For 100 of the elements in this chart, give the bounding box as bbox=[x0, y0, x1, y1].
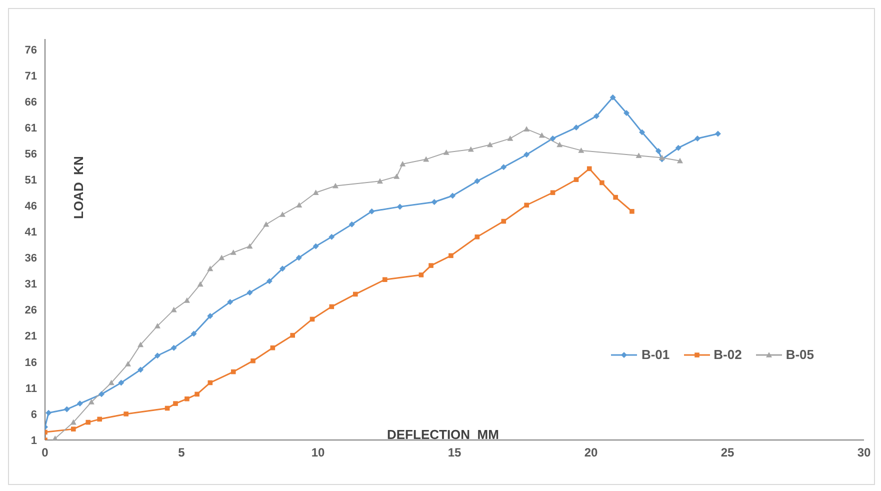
point bbox=[400, 160, 406, 166]
y-tick-label: 31 bbox=[24, 278, 37, 291]
point bbox=[70, 419, 76, 425]
point bbox=[170, 344, 177, 351]
point bbox=[486, 142, 493, 148]
legend-label: B-01 bbox=[640, 347, 670, 362]
point bbox=[623, 110, 630, 116]
point bbox=[230, 250, 236, 255]
point bbox=[290, 332, 296, 338]
x-tick-label: 25 bbox=[720, 446, 734, 460]
point bbox=[266, 278, 272, 284]
y-tick-label: 71 bbox=[24, 70, 37, 82]
point bbox=[332, 182, 338, 188]
point bbox=[227, 298, 234, 305]
point bbox=[207, 313, 214, 320]
point bbox=[431, 199, 438, 206]
x-tick-label: 30 bbox=[857, 446, 871, 460]
y-tick-label: 61 bbox=[24, 122, 37, 134]
point bbox=[218, 254, 225, 260]
point bbox=[573, 124, 580, 131]
point bbox=[154, 352, 160, 359]
point bbox=[474, 234, 480, 240]
point bbox=[124, 360, 131, 366]
point bbox=[108, 380, 114, 386]
point bbox=[586, 166, 592, 172]
point bbox=[328, 234, 335, 240]
point bbox=[550, 190, 556, 196]
point bbox=[154, 322, 160, 328]
point bbox=[170, 306, 177, 312]
point bbox=[524, 152, 530, 158]
point bbox=[428, 263, 434, 268]
legend-label: B-02 bbox=[712, 347, 742, 362]
point bbox=[524, 202, 529, 208]
point bbox=[173, 401, 178, 406]
point bbox=[550, 135, 556, 142]
point bbox=[675, 144, 682, 151]
point bbox=[524, 126, 530, 132]
point bbox=[694, 135, 700, 142]
point bbox=[296, 254, 302, 261]
point bbox=[207, 266, 214, 272]
point bbox=[190, 330, 197, 337]
y-tick-label: 11 bbox=[25, 382, 37, 395]
point bbox=[538, 132, 545, 138]
y-tick-label: 76 bbox=[24, 44, 37, 56]
point bbox=[423, 156, 430, 162]
point bbox=[574, 177, 579, 182]
point bbox=[507, 135, 514, 141]
y-tick-label: 46 bbox=[24, 200, 37, 213]
point bbox=[450, 192, 456, 199]
point bbox=[396, 204, 403, 210]
point bbox=[636, 152, 642, 158]
point bbox=[246, 243, 253, 249]
point bbox=[70, 426, 76, 432]
legend-label: B-05 bbox=[784, 347, 814, 362]
point bbox=[474, 178, 480, 184]
point bbox=[46, 410, 52, 416]
point bbox=[138, 366, 144, 373]
point bbox=[86, 420, 91, 425]
point bbox=[194, 392, 200, 397]
point bbox=[138, 342, 144, 348]
x-tick-label: 20 bbox=[584, 446, 598, 460]
x-tick-label: 0 bbox=[42, 446, 49, 460]
point bbox=[613, 194, 618, 200]
x-axis-title: DEFLECTION MM bbox=[387, 427, 499, 442]
point bbox=[448, 253, 454, 258]
point bbox=[296, 202, 302, 208]
y-axis-title: LOAD KN bbox=[71, 156, 86, 219]
point bbox=[376, 178, 383, 184]
x-tick-label: 15 bbox=[448, 446, 462, 460]
point bbox=[556, 142, 563, 148]
y-tick-label: 6 bbox=[30, 408, 37, 421]
point bbox=[600, 180, 604, 186]
x-tick-label: 5 bbox=[178, 446, 186, 460]
point bbox=[677, 158, 683, 164]
point bbox=[443, 150, 450, 155]
point bbox=[88, 398, 94, 404]
point bbox=[280, 266, 286, 272]
point bbox=[418, 272, 424, 278]
point bbox=[500, 164, 507, 170]
point bbox=[124, 412, 128, 416]
y-tick-label: 26 bbox=[24, 304, 37, 317]
point bbox=[394, 173, 400, 179]
point bbox=[578, 147, 584, 153]
y-tick-label: 36 bbox=[24, 252, 37, 265]
point bbox=[630, 208, 634, 214]
point bbox=[610, 94, 616, 100]
point bbox=[348, 221, 355, 228]
point bbox=[593, 113, 600, 120]
point bbox=[98, 391, 105, 398]
point bbox=[263, 221, 270, 227]
y-tick-label: 16 bbox=[24, 356, 37, 369]
point bbox=[368, 208, 375, 214]
point bbox=[353, 292, 358, 297]
point bbox=[312, 243, 319, 250]
point bbox=[468, 146, 474, 152]
point bbox=[714, 130, 721, 137]
y-tick-label: 56 bbox=[24, 148, 37, 160]
point bbox=[501, 218, 506, 224]
point bbox=[184, 396, 190, 402]
point bbox=[197, 281, 204, 287]
